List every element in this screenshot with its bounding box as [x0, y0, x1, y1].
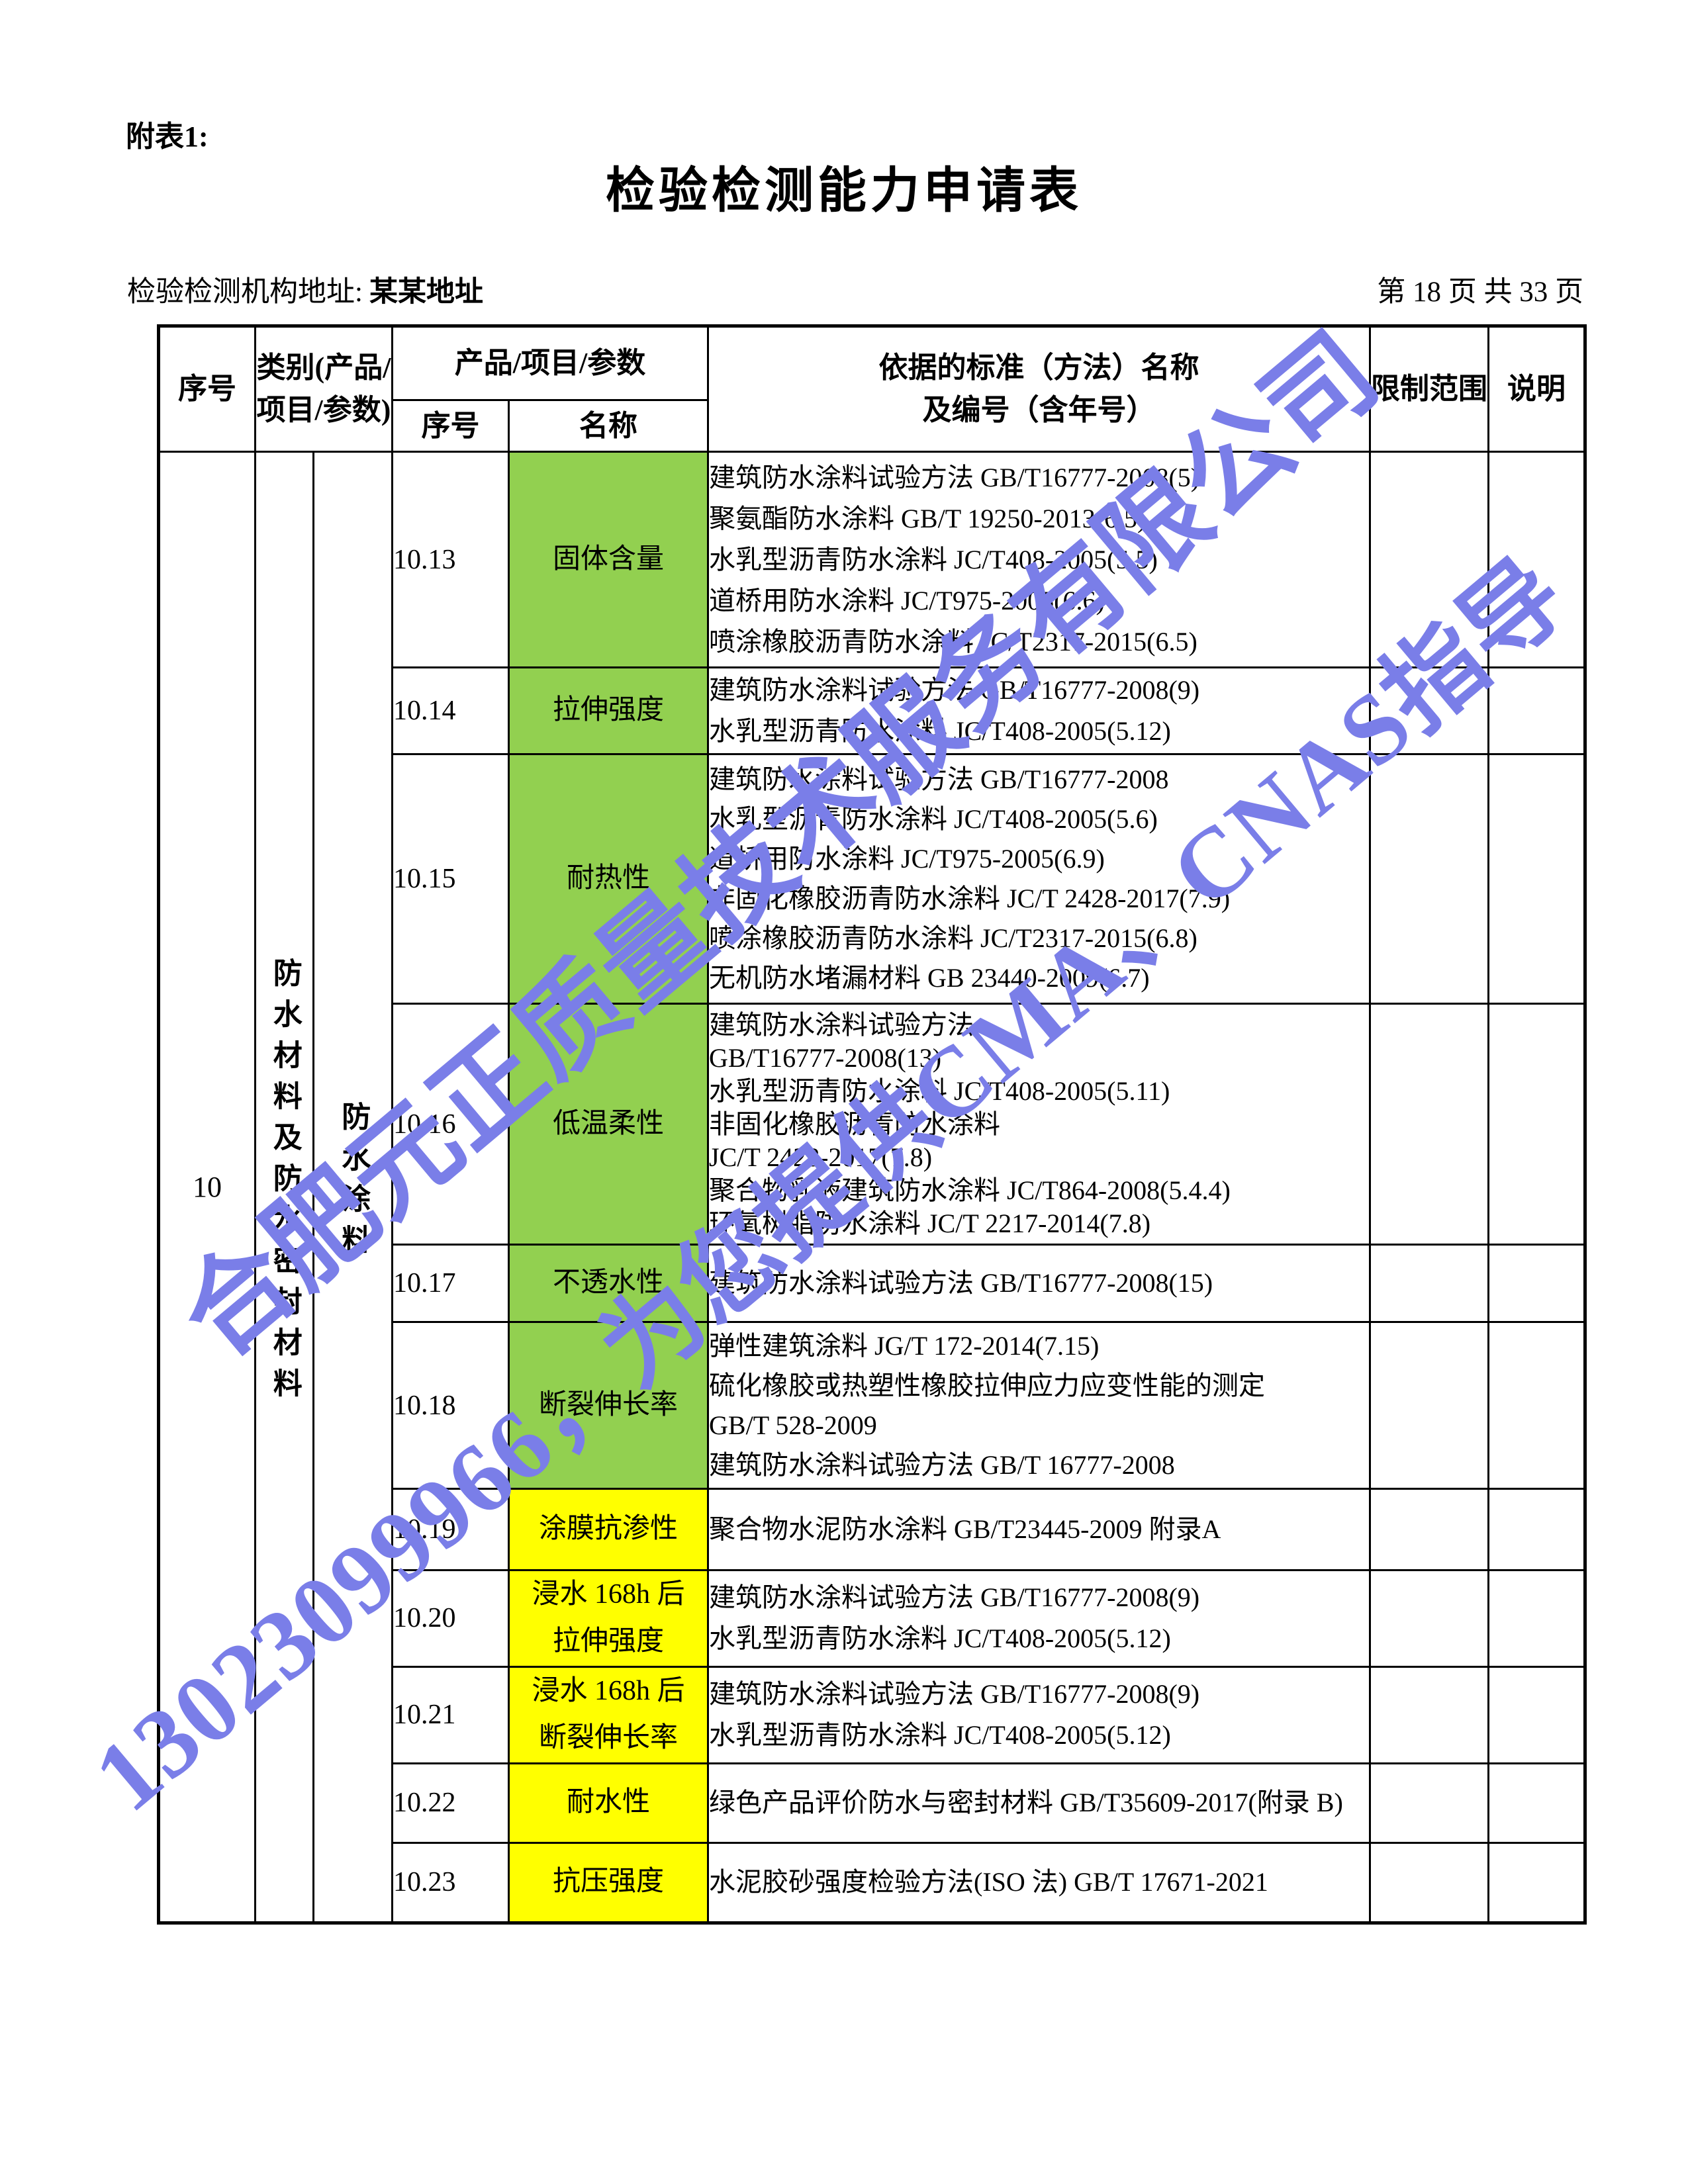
table-row: 10.18 断裂伸长率 弹性建筑涂料 JG/T 172-2014(7.15) 硫… [159, 1321, 1587, 1490]
row-note [1487, 1244, 1587, 1323]
row-seq: 10.22 [391, 1762, 510, 1844]
row-name: 耐水性 [508, 1762, 710, 1844]
page-title: 检验检测能力申请表 [606, 164, 1082, 218]
table-row: 10.14 拉伸强度 建筑防水涂料试验方法 GB/T16777-2008(9) … [159, 666, 1587, 755]
capability-table: 序号 类别(产品/项目/参数) 产品/项目/参数 依据的标准（方法）名称 及编号… [157, 324, 1587, 1925]
row-name: 耐热性 [508, 753, 710, 1005]
header-seq: 序号 [158, 325, 256, 453]
row-note [1487, 1321, 1587, 1490]
row-standards: 绿色产品评价防水与密封材料 GB/T35609-2017(附录 B) [707, 1762, 1372, 1844]
group-seq: 10 [158, 451, 256, 1924]
header-category: 类别(产品/项目/参数) [254, 325, 394, 453]
row-seq: 10.18 [391, 1321, 510, 1490]
row-limit [1369, 1762, 1490, 1844]
header-limit: 限制范围 [1369, 325, 1490, 453]
org-address-value: 某某地址 [369, 277, 483, 308]
row-name: 拉伸强度 [508, 666, 710, 755]
row-note [1487, 666, 1587, 755]
row-name: 浸水 168h 后 断裂伸长率 [508, 1665, 710, 1764]
row-seq: 10.20 [391, 1569, 510, 1668]
table-row: 10.23 抗压强度 水泥胶砂强度检验方法(ISO 法) GB/T 17671-… [159, 1841, 1587, 1924]
header-note: 说明 [1487, 325, 1587, 453]
row-standards: 水泥胶砂强度检验方法(ISO 法) GB/T 17671-2021 [707, 1841, 1372, 1924]
row-note [1487, 1841, 1587, 1924]
row-standards: 建筑防水涂料试验方法 GB/T16777-2008(5) 聚氨酯防水涂料 GB/… [707, 451, 1372, 668]
row-limit [1369, 1321, 1490, 1490]
table-row: 10 防水材料及防水密封材料 防水涂料 10.13 固体含量 建筑防水涂料试验方法 G… [158, 451, 1587, 1924]
annex-label: 附表1: [126, 120, 209, 153]
meta-row: 检验检测机构地址: 某某地址 第 18 页 共 33 页 [127, 269, 1583, 310]
group-subcategory: 防水涂料 [312, 451, 394, 1924]
row-note [1487, 1569, 1587, 1668]
row-name: 浸水 168h 后 拉伸强度 [508, 1569, 710, 1668]
row-limit [1369, 666, 1490, 755]
row-note [1487, 1488, 1587, 1571]
row-name: 涂膜抗渗性 [508, 1488, 710, 1571]
row-limit [1369, 451, 1490, 668]
row-note [1487, 1003, 1587, 1246]
row-seq: 10.13 [391, 451, 510, 668]
org-address-label: 检验检测机构地址: [127, 277, 363, 308]
row-standards: 建筑防水涂料试验方法 GB/T16777-2008(9) 水乳型沥青防水涂料 J… [707, 1665, 1372, 1764]
group-category: 防水材料及防水密封材料 [254, 451, 314, 1924]
row-standards: 建筑防水涂料试验方法 GB/T16777-2008(9) 水乳型沥青防水涂料 J… [707, 666, 1372, 755]
row-standards: 弹性建筑涂料 JG/T 172-2014(7.15) 硫化橡胶或热塑性橡胶拉伸应… [707, 1321, 1372, 1490]
group-category-text: 防水材料及防水密封材料 [268, 958, 301, 1410]
row-seq: 10.16 [391, 1003, 510, 1246]
table-row: 10.19 涂膜抗渗性 聚合物水泥防水涂料 GB/T23445-2009 附录A [159, 1488, 1587, 1571]
table-row: 10.17 不透水性 建筑防水涂料试验方法 GB/T16777-2008(15) [159, 1244, 1587, 1323]
row-limit [1369, 1569, 1490, 1668]
row-limit [1369, 1488, 1490, 1571]
table-row: 10.21 浸水 168h 后 断裂伸长率 建筑防水涂料试验方法 GB/T167… [159, 1665, 1587, 1764]
row-name: 断裂伸长率 [508, 1321, 710, 1490]
row-name: 抗压强度 [508, 1841, 710, 1924]
page-number-info: 第 18 页 共 33 页 [1377, 277, 1583, 308]
row-name: 不透水性 [508, 1244, 710, 1323]
row-standards: 建筑防水涂料试验方法 GB/T16777-2008 水乳型沥青防水涂料 JC/T… [707, 753, 1372, 1005]
row-standards: 聚合物水泥防水涂料 GB/T23445-2009 附录A [707, 1488, 1372, 1571]
header-sub-seq: 序号 [391, 399, 510, 453]
header-standard: 依据的标准（方法）名称 及编号（含年号） [707, 325, 1372, 453]
row-note [1487, 451, 1587, 668]
row-limit [1369, 753, 1490, 1005]
org-address: 检验检测机构地址: 某某地址 [127, 269, 483, 310]
group-subcategory-text: 防水涂料 [337, 1101, 370, 1266]
row-limit [1369, 1244, 1490, 1323]
row-seq: 10.15 [391, 753, 510, 1005]
table-row: 10.15 耐热性 建筑防水涂料试验方法 GB/T16777-2008 水乳型沥… [159, 753, 1587, 1005]
row-seq: 10.19 [391, 1488, 510, 1571]
row-note [1487, 753, 1587, 1005]
row-seq: 10.17 [391, 1244, 510, 1323]
row-note [1487, 1665, 1587, 1764]
header-product: 产品/项目/参数 [391, 325, 710, 401]
header-sub-name: 名称 [508, 399, 710, 453]
row-limit [1369, 1003, 1490, 1246]
row-limit [1369, 1841, 1490, 1924]
row-seq: 10.23 [391, 1841, 510, 1924]
row-standards: 建筑防水涂料试验方法 GB/T16777-2008(9) 水乳型沥青防水涂料 J… [707, 1569, 1372, 1668]
row-seq: 10.14 [391, 666, 510, 755]
row-seq: 10.21 [391, 1665, 510, 1764]
row-name: 低温柔性 [508, 1003, 710, 1246]
row-limit [1369, 1665, 1490, 1764]
table-row: 10.16 低温柔性 建筑防水涂料试验方法 GB/T16777-2008(13)… [159, 1003, 1587, 1246]
row-note [1487, 1762, 1587, 1844]
table-row: 10.22 耐水性 绿色产品评价防水与密封材料 GB/T35609-2017(附… [159, 1762, 1587, 1844]
row-standards: 建筑防水涂料试验方法 GB/T16777-2008(13) 水乳型沥青防水涂料 … [707, 1003, 1372, 1246]
row-name: 固体含量 [508, 451, 710, 668]
row-standards: 建筑防水涂料试验方法 GB/T16777-2008(15) [707, 1244, 1372, 1323]
table-row: 10.20 浸水 168h 后 拉伸强度 建筑防水涂料试验方法 GB/T1677… [159, 1569, 1587, 1668]
